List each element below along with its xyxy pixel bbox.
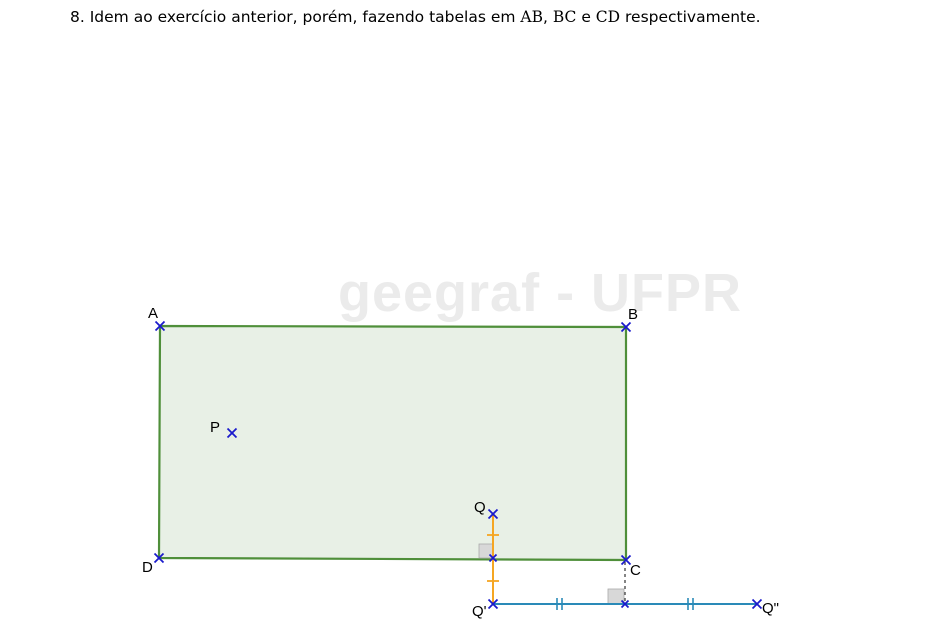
point-q1-marker[interactable] [487, 598, 499, 610]
point-q-marker[interactable] [487, 508, 499, 520]
point-q-label: Q [474, 499, 486, 516]
point-p-label: P [210, 419, 220, 436]
point-p-marker[interactable] [226, 427, 238, 439]
exercise-text-before: Idem ao exercício anterior, porém, fazen… [84, 8, 521, 26]
point-intersection-marker[interactable] [488, 553, 498, 563]
point-q1-label: Q' [472, 603, 487, 620]
point-c-marker[interactable] [620, 554, 632, 566]
exercise-text-after: respectivamente. [620, 8, 761, 26]
segment-cd-label: CD [595, 8, 621, 26]
segment-ab-label: AB [520, 8, 543, 26]
double-tick-mark-left [556, 598, 563, 610]
point-b-marker[interactable] [620, 321, 632, 333]
point-c-foot-marker[interactable] [620, 599, 630, 609]
watermark: geegraf - UFPR [338, 263, 743, 323]
point-b-label: B [628, 306, 638, 323]
exercise-sep-2: e [576, 8, 596, 26]
rectangle-abcd [157, 324, 628, 562]
exercise-statement: 8. Idem ao exercício anterior, porém, fa… [70, 8, 761, 26]
point-q2-marker[interactable] [751, 598, 763, 610]
point-a-marker[interactable] [154, 320, 166, 332]
point-d-label: D [142, 559, 153, 576]
segment-bc-label: BC [552, 8, 577, 26]
point-a-label: A [148, 305, 158, 322]
point-q2-label: Q" [762, 600, 779, 617]
point-c-label: C [630, 562, 641, 579]
exercise-number: 8. [70, 8, 85, 26]
point-d-marker[interactable] [153, 552, 165, 564]
exercise-sep-1: , [542, 8, 553, 26]
double-tick-mark-right [687, 598, 694, 610]
